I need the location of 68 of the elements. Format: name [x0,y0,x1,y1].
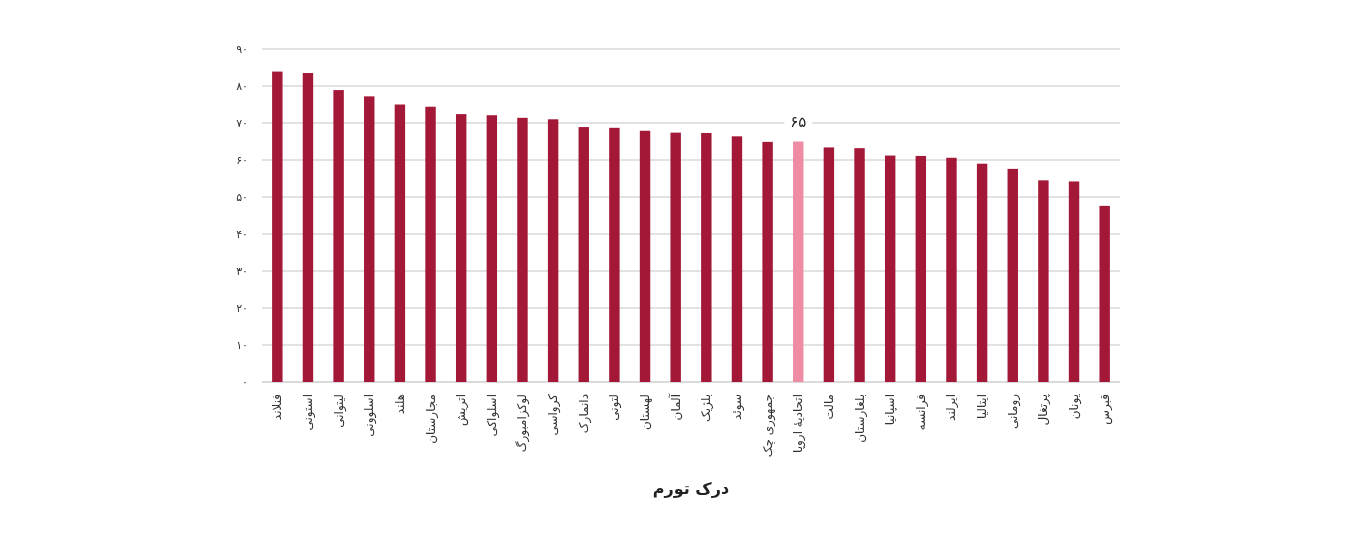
bar [793,141,804,382]
x-tick-label: اسلوونی [362,394,378,437]
x-tick-label: اتریش [454,394,470,426]
x-tick-label: یونان [1067,394,1083,420]
bar [333,90,344,382]
bar [425,106,436,382]
x-tick-label: اسلواکی [484,394,500,437]
bar [701,132,712,382]
x-tick-label: بلغارستان [852,394,868,443]
y-tick-label: ۳۰ [236,264,248,278]
x-tick-label: آلمان [667,393,683,421]
y-tick-label: ۷۰ [236,116,248,130]
bar [1038,180,1049,382]
bar [762,141,773,382]
y-tick-label: ۲۰ [236,301,248,315]
bar [854,148,865,382]
bar [670,132,681,382]
bar [976,163,988,382]
bar [915,155,927,382]
x-tick-label: ایرلند [944,394,960,421]
bar [884,155,896,382]
bar [517,117,528,382]
bar [486,115,498,382]
x-tick-label: مالت [821,394,836,420]
bar [578,127,589,382]
bar [455,114,467,382]
x-tick-label: دانمارک [576,394,592,434]
data-label: ۶۵ [790,112,807,131]
x-tick-label: رومانی [1005,393,1021,430]
x-tick-label: فرانسه [913,394,929,431]
x-tick-label: جمهوری چک [760,394,776,458]
x-tick-label: ایتالیا [975,394,990,419]
x-tick-label: فنلاند [270,394,285,421]
bar [946,157,957,382]
x-tick-label: لهستان [638,394,653,430]
bar [1068,181,1080,382]
y-tick-label: ۰ [242,375,248,389]
bar [364,96,375,382]
bar [823,147,835,382]
bar [302,73,314,382]
x-tick-label: کرواسی [546,393,562,436]
y-tick-label: ۸۰ [236,79,248,93]
x-tick-label: مجارستان [423,394,439,444]
y-tick-label: ۴۰ [236,227,248,241]
bar [609,127,620,382]
x-tick-label: لوکزامبورگ [515,394,531,453]
x-tick-label: اتحادیهٔ اروپا [791,394,807,453]
x-tick-label: بلژیک [699,394,715,423]
bar [639,130,651,382]
bar [394,104,406,382]
x-tick-label: لتونی [607,394,623,421]
x-tick-label: لیتوانی [331,394,347,428]
bar [272,71,283,382]
x-tick-label: سوئد [729,394,745,420]
x-tick-label: قبرس [1097,394,1113,425]
x-tick-label: استونی [300,394,316,431]
bar [1007,168,1018,382]
bar [1099,205,1110,382]
x-tick-label: هلند [392,394,407,415]
bar [731,136,743,382]
x-tick-label: اسپانیا [883,394,898,426]
y-tick-label: ۹۰ [236,42,248,56]
y-tick-label: ۵۰ [236,190,248,204]
x-tick-label: پرتغال [1036,394,1052,426]
bar [547,119,559,382]
y-tick-label: ۶۰ [236,153,248,167]
y-tick-label: ۱۰ [236,338,248,352]
x-axis-title: درک تورم [652,478,730,498]
